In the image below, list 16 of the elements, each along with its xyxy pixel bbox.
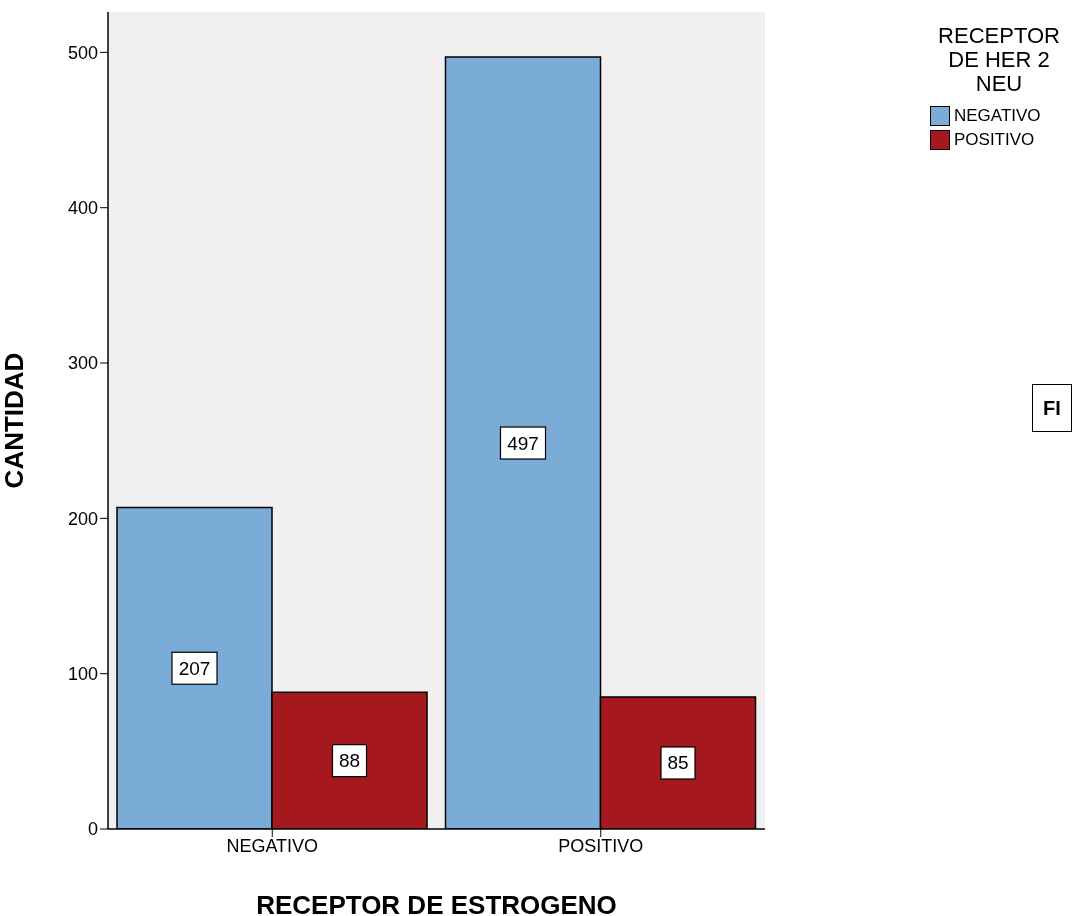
y-tick-label: 300: [67, 353, 98, 374]
legend-label: POSITIVO: [954, 130, 1035, 150]
legend-title: RECEPTOR DE HER 2 NEU: [937, 23, 1061, 96]
text: FI: [1032, 384, 1072, 432]
legend-label: NEGATIVO: [954, 106, 1041, 126]
x-axis-title: RECEPTOR DE ESTROGENO: [256, 890, 617, 916]
y-tick-label: 500: [67, 42, 98, 63]
data-label: 207: [178, 657, 211, 679]
data-label: 497: [507, 432, 539, 454]
y-tick-label: 200: [67, 508, 98, 529]
y-axis-title: CANTIDAD: [0, 352, 30, 489]
y-tick-label: 400: [67, 198, 98, 219]
y-tick-label: 0: [87, 819, 98, 840]
y-tick-label: 100: [67, 664, 98, 685]
data-label: 88: [338, 750, 361, 772]
data-label: 85: [667, 752, 689, 774]
